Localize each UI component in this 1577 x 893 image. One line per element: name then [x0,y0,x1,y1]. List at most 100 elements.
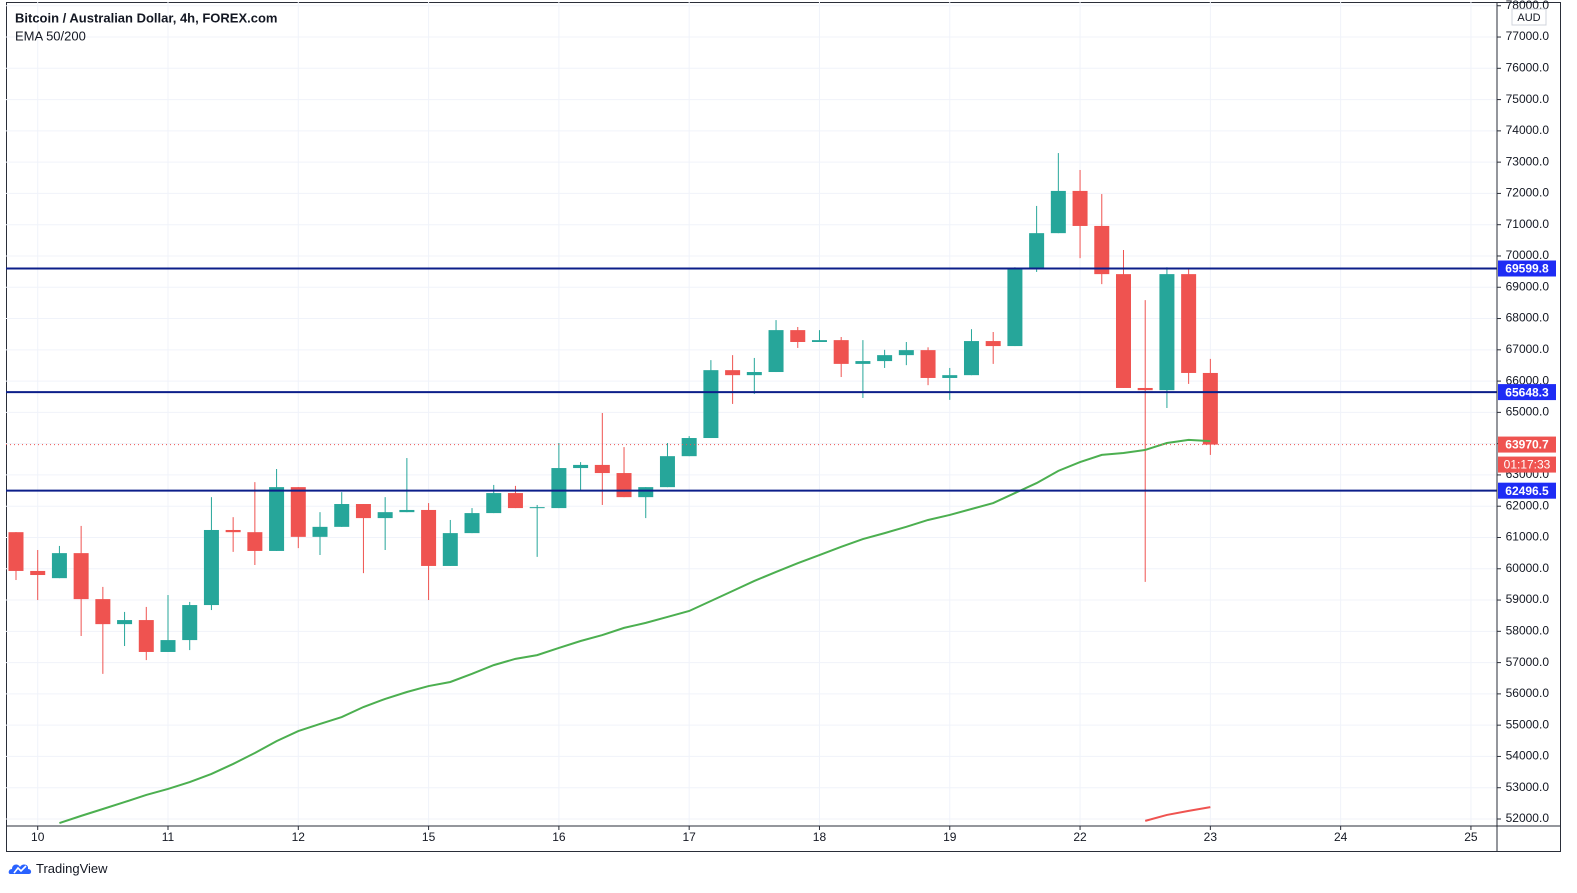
y-tick-label: 66000.0 [1506,373,1550,387]
y-tick-label: 58000.0 [1506,623,1550,637]
countdown-label: 01:17:33 [1504,458,1551,472]
x-tick-label: 18 [813,830,827,844]
level-label: 65648.3 [1505,385,1549,399]
candle-body [312,526,328,537]
candle-body [833,340,849,364]
candle-body [746,372,762,376]
y-tick-label: 74000.0 [1506,123,1550,137]
candle-body [790,330,806,342]
candle-body [442,533,458,566]
candle-body [768,330,784,373]
candle-body [117,620,133,625]
candle-body [725,370,741,376]
candle-body [1159,274,1175,391]
candle-body [507,493,523,509]
y-tick-label: 52000.0 [1506,811,1550,825]
candle-body [942,375,958,378]
x-tick-label: 10 [31,830,45,844]
x-tick-label: 19 [943,830,957,844]
candle-body [334,504,350,527]
y-tick-label: 77000.0 [1506,29,1550,43]
candle-body [138,620,154,652]
candle-body [160,640,176,652]
chart: 52000.0 53000.0 54000.0 55000.0 56000.0 57000… [6,0,1561,852]
currency-label: AUD [1517,12,1540,24]
axes: 52000.0 53000.0 54000.0 55000.0 56000.0 57000… [31,0,1556,844]
x-tick-label: 23 [1204,830,1218,844]
candle-body [1007,268,1023,347]
chart-title: Bitcoin / Australian Dollar, 4h, FOREX.c… [15,10,277,25]
plot-area [6,153,1497,825]
candle-body [464,513,480,534]
chart-frame [6,2,1561,852]
candle-body [421,509,437,566]
candle-body [594,464,610,474]
y-tick-label: 71000.0 [1506,217,1550,231]
level-label: 69599.8 [1505,262,1549,276]
candle-body [8,532,24,571]
y-tick-label: 61000.0 [1506,530,1550,544]
candle-body [355,504,371,519]
candle-body [659,456,675,488]
x-tick-label: 15 [422,830,436,844]
candle-body [30,570,46,576]
level-label-box [1498,482,1556,499]
candle-body [638,487,654,498]
y-tick-label: 65000.0 [1506,405,1550,419]
candle-body [269,487,285,551]
candle-body [855,361,871,364]
candle-body [486,493,502,514]
y-tick-label: 62000.0 [1506,498,1550,512]
grid [6,2,1497,826]
ema-line [1144,806,1211,822]
last-price-box [1498,436,1556,453]
candle-body [247,532,263,551]
candle-body [551,468,567,509]
candle-body [1072,190,1088,226]
candle-body [290,487,306,537]
candle-body [1094,225,1110,275]
candle-body [1115,274,1131,388]
candle-body [616,473,632,498]
y-tick-label: 76000.0 [1506,60,1550,74]
candle-body [51,553,67,579]
candle-body [898,350,914,356]
candle-body [963,341,979,376]
y-tick-label: 53000.0 [1506,780,1550,794]
candle-body [1029,233,1045,269]
y-tick-label: 60000.0 [1506,561,1550,575]
x-tick-label: 24 [1334,830,1348,844]
candle-body [377,512,393,519]
candle-body [877,355,893,362]
countdown-box [1498,456,1556,473]
y-tick-label: 72000.0 [1506,186,1550,200]
x-tick-label: 17 [682,830,696,844]
x-tick-label: 22 [1073,830,1087,844]
y-tick-label: 73000.0 [1506,154,1550,168]
level-label-box [1498,260,1556,277]
candle-body [811,340,827,342]
y-tick-label: 56000.0 [1506,686,1550,700]
candle-body [399,509,415,513]
brand-logo [8,864,32,874]
y-tick-label: 55000.0 [1506,717,1550,731]
candle-body [703,370,719,439]
candle-body [225,529,241,533]
candle-body [1050,190,1066,234]
brand-name: TradingView [36,860,108,876]
candle-body [1181,274,1197,373]
last-price-label: 63970.7 [1505,438,1549,452]
x-tick-label: 11 [162,830,175,844]
level-label: 62496.5 [1505,484,1549,498]
candle-body [1202,372,1218,445]
y-tick-label: 59000.0 [1506,592,1550,606]
y-tick-label: 57000.0 [1506,655,1550,669]
candle-body [203,529,219,606]
candle-body [920,350,936,378]
level-label-box [1498,384,1556,401]
candle-body [73,553,89,600]
candle-body [182,605,198,641]
candle-body [985,341,1001,347]
y-tick-label: 68000.0 [1506,311,1550,325]
